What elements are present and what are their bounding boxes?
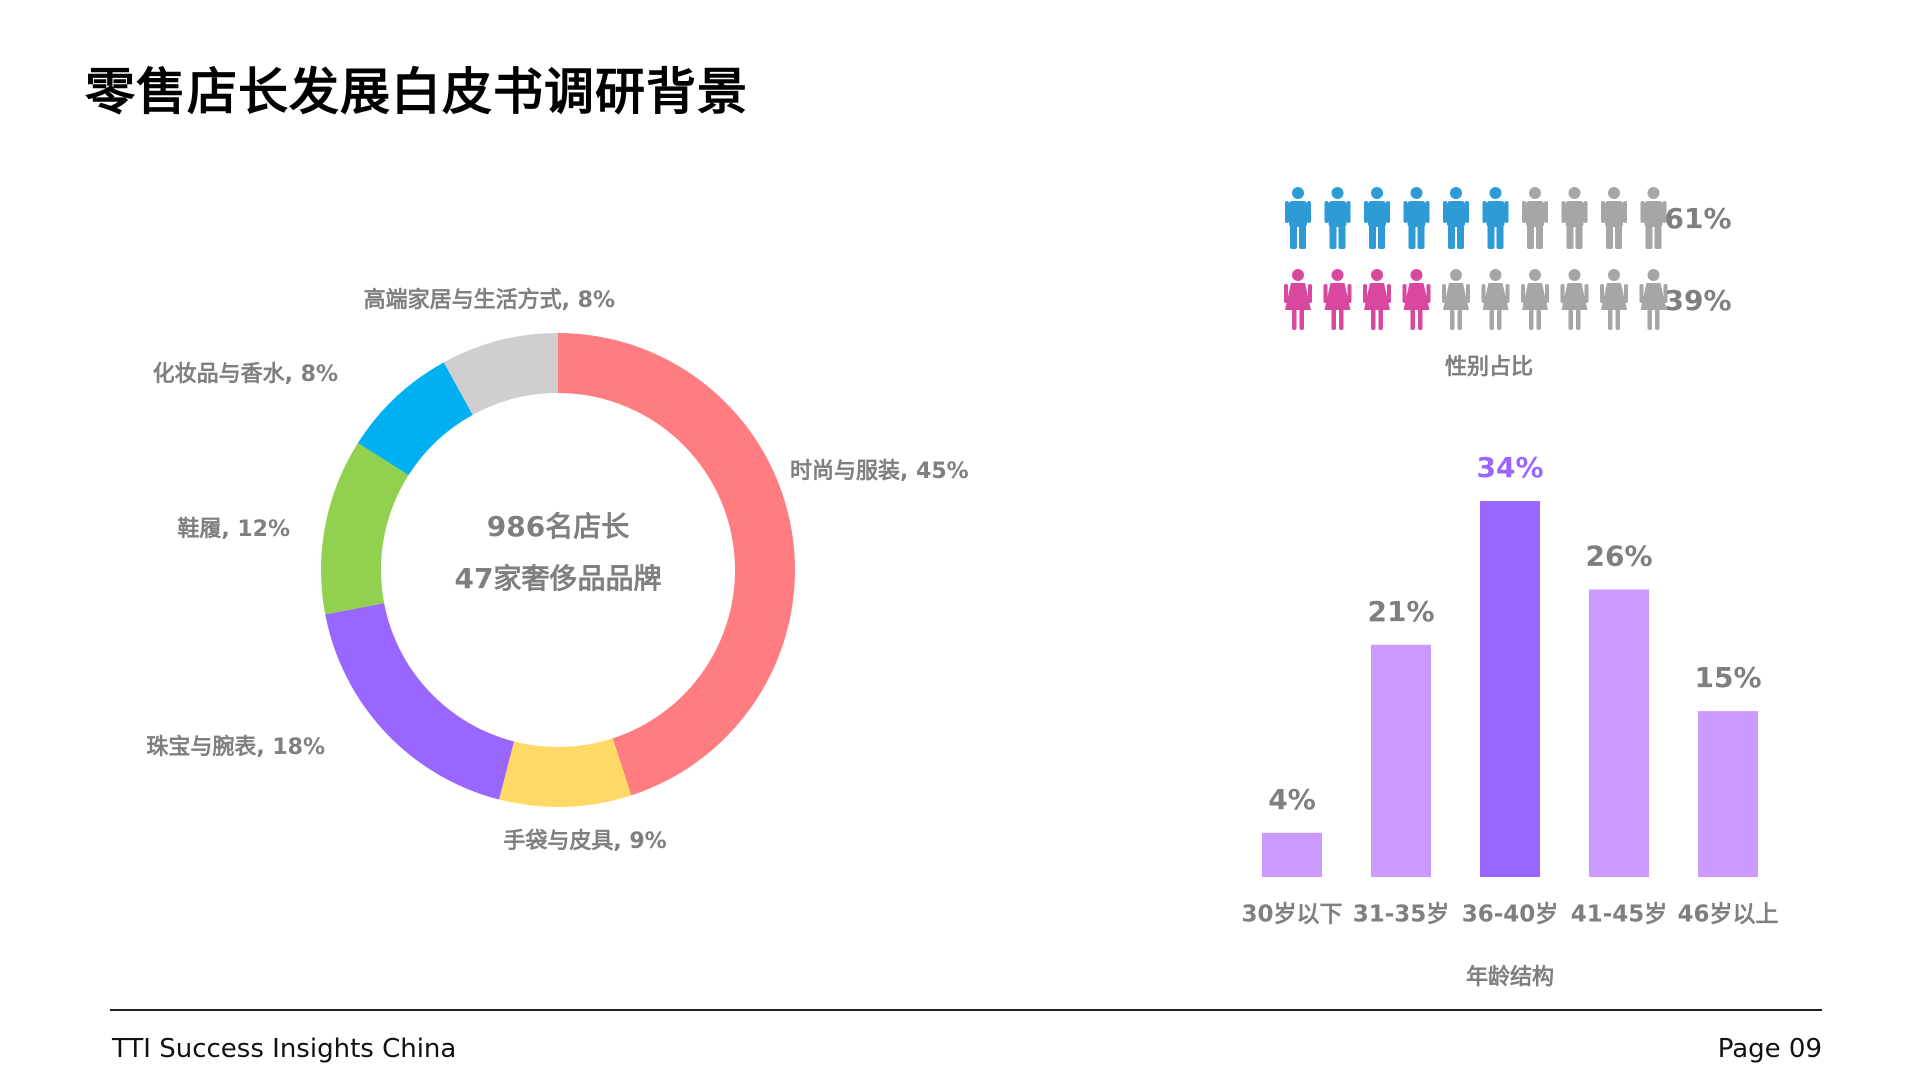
donut-slice-handbags — [499, 738, 632, 807]
donut-label-cosmetics: 化妆品与香水, 8% — [153, 361, 338, 387]
female-person-icon — [1560, 269, 1589, 330]
age-category-label: 41-45岁 — [1571, 901, 1668, 928]
footer-company: TTI Success Insights China — [112, 1034, 457, 1064]
donut-label-homeware: 高端家居与生活方式, 8% — [364, 287, 615, 313]
male-person-icon — [1482, 187, 1509, 249]
female-person-icon — [1363, 269, 1391, 330]
age-category-label: 30岁以下 — [1241, 901, 1342, 928]
male-person-icon — [1443, 187, 1469, 249]
donut-slice-jewelry — [325, 603, 514, 800]
donut-slice-fashion — [558, 333, 795, 796]
female-person-icon — [1521, 269, 1549, 330]
male-person-icon — [1640, 187, 1667, 249]
age-bar-chart: 4% 30岁以下 21% 31-35岁 34% 36-40岁 26% 41-45岁 15% 46岁… — [1241, 451, 1778, 990]
gender-icon-array: 61% 39% 性别占比 — [1284, 187, 1732, 380]
age-bar-1 — [1262, 832, 1322, 877]
age-category-label: 31-35岁 — [1353, 901, 1450, 928]
age-category-label: 36-40岁 — [1462, 901, 1559, 928]
age-chart-title: 年龄结构 — [1466, 964, 1554, 990]
donut-center-text-2: 47家奢侈品品牌 — [455, 562, 662, 595]
age-bar-2 — [1371, 644, 1431, 877]
female-person-icon — [1323, 269, 1352, 330]
male-person-icon — [1403, 187, 1430, 249]
age-bar-value-label: 15% — [1694, 661, 1761, 694]
age-bar-value-label: 34% — [1476, 451, 1543, 484]
female-person-icon — [1639, 269, 1668, 330]
industry-donut-chart: 时尚与服装, 45% 手袋与皮具, 9% 珠宝与腕表, 18% 鞋履, 12% 化妆品与… — [146, 287, 968, 854]
donut-label-jewelry: 珠宝与腕表, 18% — [146, 734, 325, 760]
donut-center-text-1: 986名店长 — [487, 510, 629, 543]
age-bar-5 — [1698, 711, 1758, 877]
male-person-icon — [1324, 187, 1351, 249]
female-person-icon — [1284, 269, 1312, 330]
age-bar-value-label: 26% — [1585, 539, 1652, 572]
footer-divider — [110, 1009, 1822, 1011]
female-person-icon — [1442, 269, 1470, 330]
male-person-icon — [1285, 187, 1311, 249]
age-bar-4 — [1589, 589, 1649, 877]
age-category-label: 46岁以上 — [1677, 901, 1778, 928]
donut-slice-cosmetics — [357, 362, 473, 476]
page-number: Page 09 — [1717, 1034, 1822, 1064]
donut-slice-footwear — [321, 443, 409, 615]
male-person-icon — [1522, 187, 1548, 249]
donut-label-fashion: 时尚与服装, 45% — [790, 459, 969, 484]
male-percent-label: 61% — [1664, 202, 1731, 235]
page-title: 零售店长发展白皮书调研背景 — [85, 63, 748, 121]
donut-label-footwear: 鞋履, 12% — [177, 517, 290, 542]
male-person-icon — [1364, 187, 1390, 249]
donut-label-handbags: 手袋与皮具, 9% — [503, 828, 666, 854]
male-person-icon — [1561, 187, 1588, 249]
female-percent-label: 39% — [1664, 284, 1731, 317]
female-person-icon — [1600, 269, 1628, 330]
gender-chart-title: 性别占比 — [1445, 355, 1533, 380]
age-bar-3 — [1480, 501, 1540, 877]
charts-canvas: 时尚与服装, 45% 手袋与皮具, 9% 珠宝与腕表, 18% 鞋履, 12% 化妆品与… — [146, 187, 1779, 990]
age-bar-value-label: 4% — [1268, 783, 1316, 816]
male-person-icon — [1601, 187, 1627, 249]
female-person-icon — [1481, 269, 1510, 330]
donut-slice-homeware — [443, 333, 558, 415]
female-person-icon — [1402, 269, 1431, 330]
age-bar-value-label: 21% — [1367, 595, 1434, 628]
